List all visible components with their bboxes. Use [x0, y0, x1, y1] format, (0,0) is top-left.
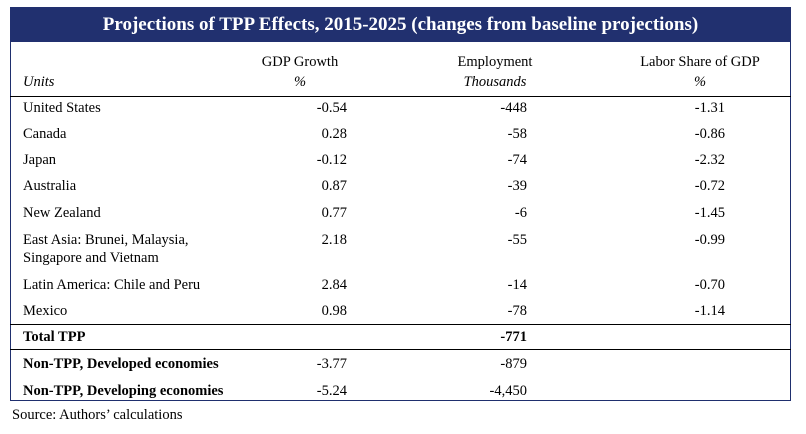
- row-name: United States: [23, 100, 101, 116]
- source-note: Source: Authors’ calculations: [12, 407, 183, 423]
- gdp-growth-value: 0.87: [321, 178, 347, 194]
- employment-value: -6: [514, 205, 527, 221]
- units-label: Units: [23, 74, 55, 90]
- gdp-growth-value: -3.77: [316, 356, 347, 372]
- employment-value: -879: [500, 356, 527, 372]
- header-employment-unit: Thousands: [463, 74, 527, 90]
- header-labor-share: Labor Share of GDP: [640, 54, 760, 70]
- employment-value: -74: [507, 152, 527, 168]
- row-name: Canada: [23, 126, 67, 142]
- employment-value: -39: [507, 178, 527, 194]
- employment-value: -448: [500, 100, 527, 116]
- gdp-growth-value: -0.12: [316, 152, 347, 168]
- labor-share-value: -0.99: [694, 232, 725, 248]
- employment-value: -55: [507, 232, 527, 248]
- labor-share-value: -2.32: [694, 152, 725, 168]
- row-name: Japan: [23, 152, 57, 168]
- gdp-growth-value: 0.28: [321, 126, 347, 142]
- header-gdp-growth-unit: %: [293, 74, 307, 90]
- total-employment-value: -771: [500, 329, 527, 345]
- labor-share-value: -1.45: [694, 205, 725, 221]
- labor-share-value: -0.70: [694, 277, 725, 293]
- employment-value: -4,450: [489, 383, 527, 399]
- gdp-growth-value: -5.24: [316, 383, 347, 399]
- labor-share-value: -0.86: [694, 126, 725, 142]
- employment-value: -14: [507, 277, 527, 293]
- labor-share-value: -1.31: [694, 100, 725, 116]
- row-name: Mexico: [23, 303, 68, 319]
- labor-share-value: -0.72: [694, 178, 725, 194]
- non-tpp-name: Non-TPP, Developing economies: [23, 383, 224, 399]
- row-name: Latin America: Chile and Peru: [23, 277, 201, 293]
- employment-value: -78: [507, 303, 527, 319]
- table-header: GDP Growth % Employment Thousands Labor …: [10, 42, 791, 96]
- row-name: Australia: [23, 178, 77, 194]
- total-top-rule: [10, 324, 791, 325]
- row-name-line2: Singapore and Vietnam: [23, 250, 159, 266]
- header-rule: [10, 96, 791, 97]
- gdp-growth-value: 0.98: [321, 303, 347, 319]
- gdp-growth-value: 0.77: [321, 205, 347, 221]
- employment-value: -58: [507, 126, 527, 142]
- non-tpp-name: Non-TPP, Developed economies: [23, 356, 219, 372]
- header-labor-share-unit: %: [693, 74, 707, 90]
- gdp-growth-value: 2.18: [321, 232, 347, 248]
- gdp-growth-value: -0.54: [316, 100, 347, 116]
- total-name: Total TPP: [23, 329, 86, 345]
- gdp-growth-value: 2.84: [321, 277, 347, 293]
- header-gdp-growth: GDP Growth: [261, 54, 339, 70]
- row-name-line1: East Asia: Brunei, Malaysia,: [23, 232, 189, 248]
- total-bottom-rule: [10, 349, 791, 350]
- header-employment: Employment: [457, 54, 533, 70]
- table-title: Projections of TPP Effects, 2015-2025 (c…: [10, 7, 791, 42]
- row-name: New Zealand: [23, 205, 101, 221]
- labor-share-value: -1.14: [694, 303, 725, 319]
